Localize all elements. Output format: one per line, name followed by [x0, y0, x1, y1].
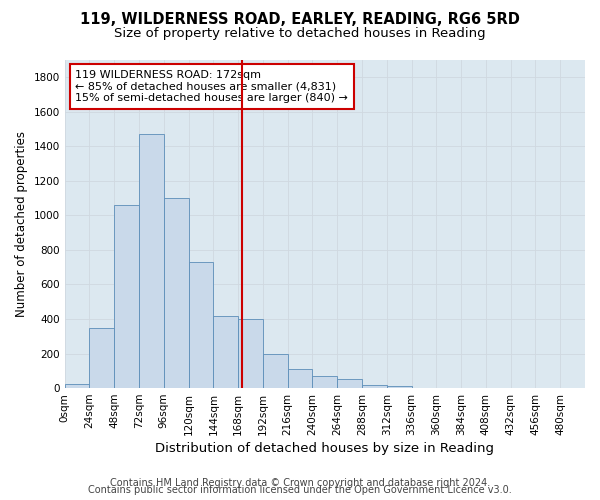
X-axis label: Distribution of detached houses by size in Reading: Distribution of detached houses by size …	[155, 442, 494, 455]
Bar	[139, 134, 164, 388]
Bar	[287, 369, 313, 388]
Text: Size of property relative to detached houses in Reading: Size of property relative to detached ho…	[114, 28, 486, 40]
Bar	[313, 376, 337, 388]
Text: Contains public sector information licensed under the Open Government Licence v3: Contains public sector information licen…	[88, 485, 512, 495]
Bar	[89, 328, 114, 388]
Bar	[164, 198, 188, 388]
Text: 119, WILDERNESS ROAD, EARLEY, READING, RG6 5RD: 119, WILDERNESS ROAD, EARLEY, READING, R…	[80, 12, 520, 28]
Bar	[238, 319, 263, 388]
Bar	[362, 384, 387, 388]
Text: 119 WILDERNESS ROAD: 172sqm
← 85% of detached houses are smaller (4,831)
15% of : 119 WILDERNESS ROAD: 172sqm ← 85% of det…	[75, 70, 348, 103]
Bar	[337, 378, 362, 388]
Bar	[387, 386, 412, 388]
Bar	[263, 354, 287, 388]
Text: Contains HM Land Registry data © Crown copyright and database right 2024.: Contains HM Land Registry data © Crown c…	[110, 478, 490, 488]
Bar	[65, 384, 89, 388]
Bar	[214, 316, 238, 388]
Y-axis label: Number of detached properties: Number of detached properties	[15, 131, 28, 317]
Bar	[114, 205, 139, 388]
Bar	[188, 262, 214, 388]
